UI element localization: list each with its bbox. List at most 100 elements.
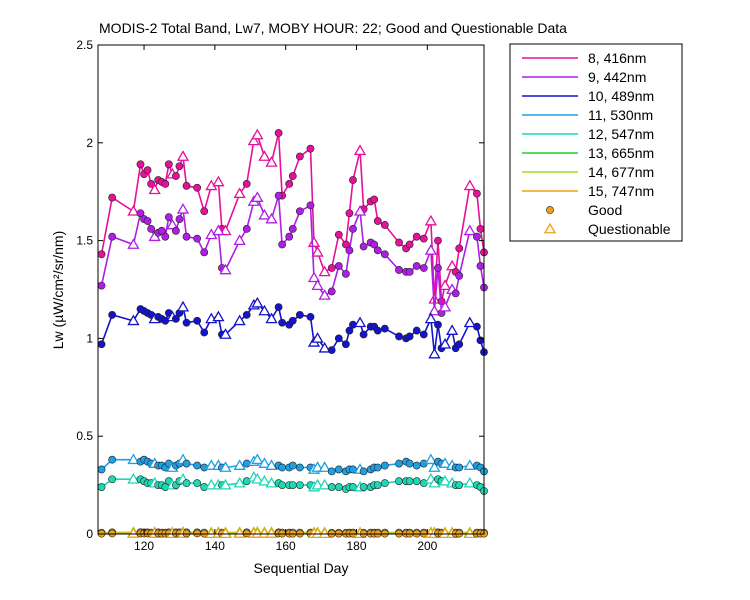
questionable-point (463, 224, 476, 236)
series-3 (97, 296, 488, 359)
good-point (274, 129, 283, 137)
good-point (172, 172, 180, 180)
questionable-point (318, 527, 331, 539)
questionable-point (438, 300, 452, 312)
good-point (97, 340, 106, 349)
good-point (380, 221, 389, 229)
questionable-point (258, 304, 271, 316)
questionable-point (251, 453, 264, 465)
good-point (295, 207, 304, 216)
questionable-point (463, 527, 476, 539)
x-tick-label: 120 (134, 539, 154, 553)
questionable-point (438, 337, 452, 349)
questionable-point (251, 191, 264, 202)
questionable-point (148, 183, 161, 195)
good-point (349, 176, 357, 184)
good-point (412, 461, 421, 470)
questionable-point (353, 316, 367, 328)
y-tick-label: 1.5 (76, 234, 93, 248)
good-point (288, 172, 297, 180)
questionable-point (438, 474, 452, 486)
questionable-point (127, 238, 140, 249)
legend-label: Questionable (588, 221, 671, 237)
good-point (412, 262, 421, 270)
questionable-point (233, 527, 246, 538)
good-point (373, 326, 382, 335)
good-point (434, 320, 442, 329)
good-point (182, 232, 191, 241)
legend-circle-marker (546, 206, 554, 214)
y-tick-label: 2.5 (76, 38, 93, 52)
good-point (175, 162, 184, 171)
good-point (182, 318, 191, 327)
legend-label: 10, 489nm (588, 88, 654, 104)
good-point (395, 238, 403, 247)
good-point (108, 529, 117, 538)
good-point (108, 193, 117, 202)
good-point (434, 264, 442, 272)
good-point (334, 483, 343, 491)
good-point (405, 459, 414, 468)
good-point (242, 224, 251, 233)
questionable-point (258, 457, 271, 468)
good-point (285, 232, 294, 241)
good-point (349, 224, 357, 233)
good-point (327, 346, 336, 355)
good-point (97, 250, 106, 259)
good-point (278, 240, 287, 249)
questionable-point (251, 527, 264, 538)
y-tick-label: 1 (86, 331, 93, 345)
series-4 (97, 453, 488, 476)
questionable-point (233, 459, 246, 470)
good-point (395, 477, 403, 486)
x-axis-label: Sequential Day (254, 560, 349, 576)
good-point (380, 250, 389, 259)
good-point (380, 324, 389, 333)
questionable-point (311, 279, 324, 290)
questionable-point (251, 472, 264, 484)
good-point (370, 195, 379, 204)
good-point (359, 242, 368, 251)
questionable-point (219, 263, 232, 275)
good-point (373, 217, 382, 225)
x-tick-label: 200 (417, 539, 437, 553)
good-point (161, 179, 170, 188)
questionable-point (311, 246, 324, 257)
good-point (288, 461, 297, 470)
good-point (306, 312, 315, 321)
good-point (370, 240, 379, 249)
legend-item-6: 13, 665nm (522, 145, 654, 161)
good-point (419, 234, 428, 243)
legend: 8, 416nm 9, 442nm 10, 489nm 11, 530nm 12, 54… (509, 43, 683, 242)
good-point (108, 232, 117, 241)
questionable-point (353, 204, 367, 216)
plot-background (98, 45, 484, 534)
questionable-point (205, 478, 218, 490)
questionable-point (318, 289, 331, 300)
series-1 (97, 128, 488, 306)
questionable-point (424, 312, 438, 324)
good-point (380, 461, 389, 470)
questionable-point (251, 296, 264, 308)
good-point (164, 160, 173, 169)
questionable-point (438, 527, 452, 539)
good-point (380, 479, 389, 488)
good-point (97, 483, 106, 491)
good-point (473, 232, 481, 241)
good-point (193, 479, 202, 488)
axes-frame (97, 44, 485, 535)
good-point (182, 181, 191, 190)
good-point (193, 461, 202, 470)
questionable-point (166, 218, 179, 230)
questionable-point (311, 527, 324, 539)
legend-item-1: 8, 416nm (522, 50, 646, 66)
questionable-point (176, 300, 190, 312)
good-point (473, 322, 481, 331)
legend-item-8: 15, 747nm (522, 183, 654, 199)
y-axis-label: Lw (µW/cm²/sr/nm) (50, 231, 66, 350)
good-point (97, 281, 106, 290)
good-point (193, 234, 202, 243)
legend-label: 12, 547nm (588, 126, 654, 142)
good-point (345, 209, 354, 218)
